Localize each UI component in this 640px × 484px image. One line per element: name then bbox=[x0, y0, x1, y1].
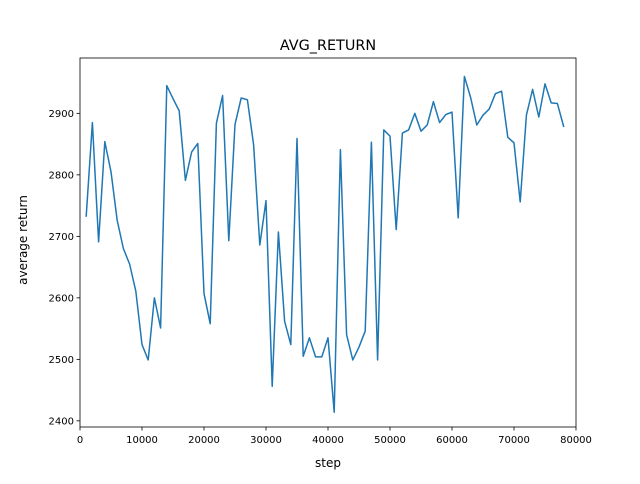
x-tick-label: 60000 bbox=[436, 435, 468, 446]
axes-frame bbox=[79, 57, 577, 428]
series-line-0 bbox=[85, 75, 565, 413]
x-tick-label: 40000 bbox=[312, 435, 344, 446]
plot-area: 0 10000 20000 30000 40000 50000 60000 70000 8000… bbox=[49, 57, 592, 446]
y-tick-label: 2900 bbox=[49, 109, 74, 120]
x-tick-label: 30000 bbox=[250, 435, 282, 446]
x-axis-label: step bbox=[315, 456, 341, 470]
chart-title: AVG_RETURN bbox=[280, 38, 376, 54]
y-tick-label: 2800 bbox=[49, 170, 74, 181]
y-tick-label: 2500 bbox=[49, 355, 74, 366]
y-tick-label: 2700 bbox=[49, 232, 74, 243]
x-tick-label: 0 bbox=[77, 435, 83, 446]
y-tick-label: 2400 bbox=[49, 416, 74, 427]
y-axis-label: average return bbox=[16, 195, 30, 285]
x-tick-label: 70000 bbox=[498, 435, 530, 446]
x-tick-label: 50000 bbox=[374, 435, 406, 446]
x-tick-label: 10000 bbox=[126, 435, 158, 446]
x-tick-label: 20000 bbox=[188, 435, 220, 446]
y-tick-label: 2600 bbox=[49, 293, 74, 304]
x-tick-label: 80000 bbox=[560, 435, 592, 446]
